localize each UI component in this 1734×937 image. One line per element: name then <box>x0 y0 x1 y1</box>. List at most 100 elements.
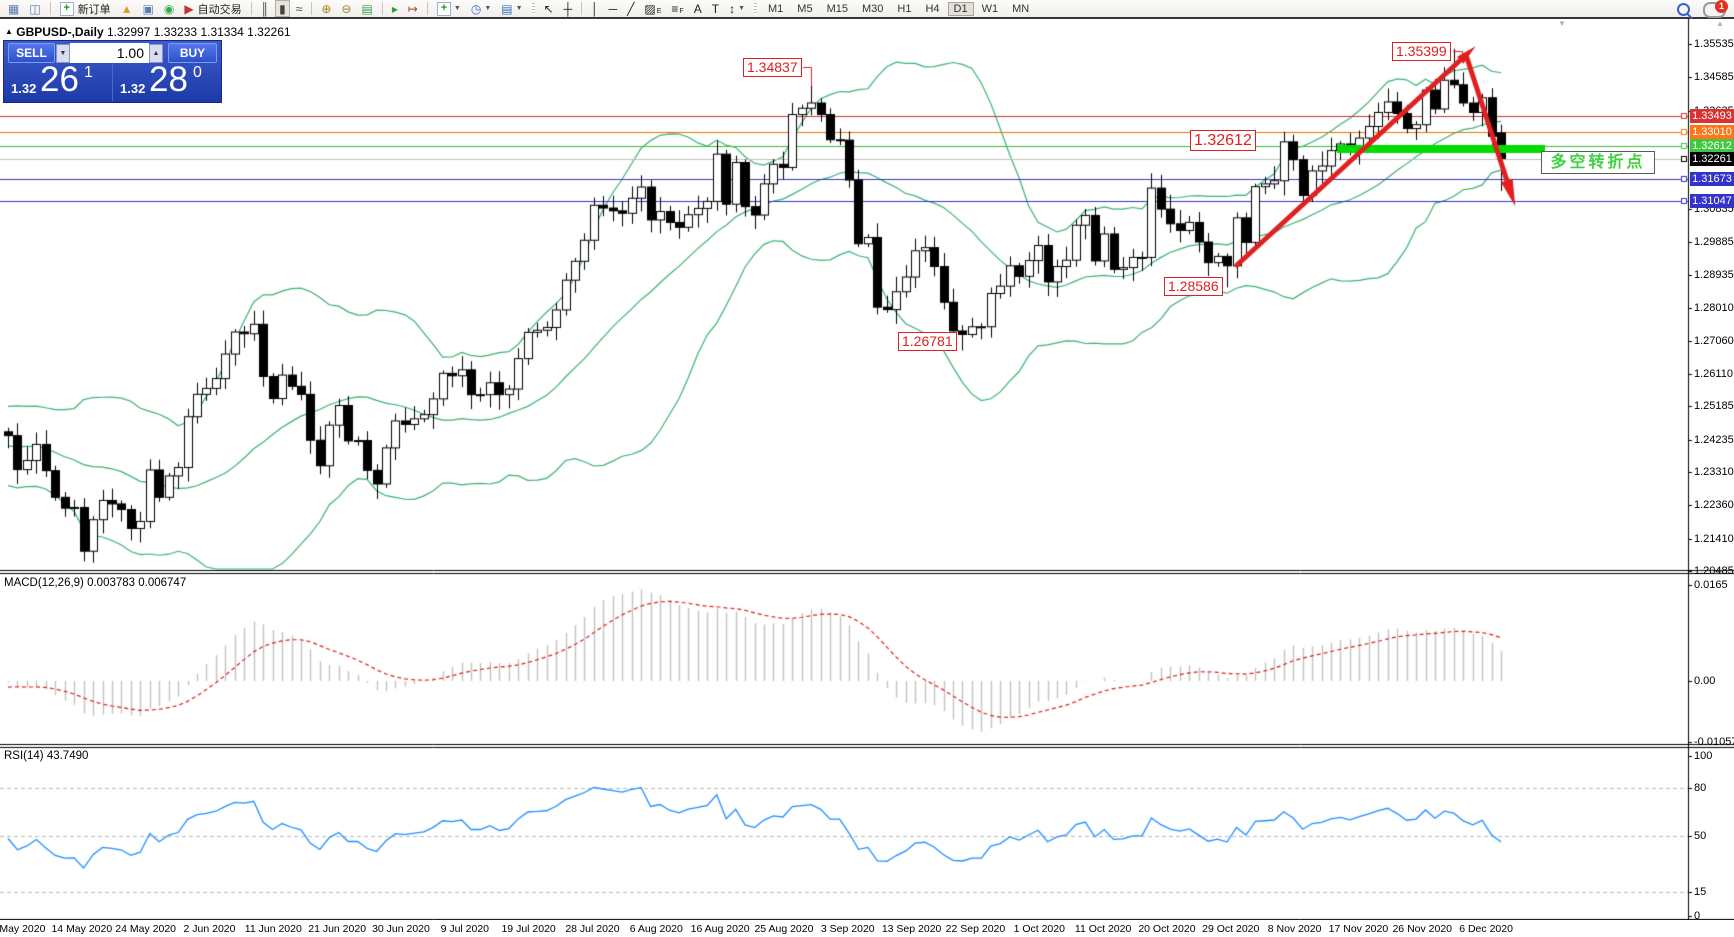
bar-high: 1.33233 <box>153 25 198 39</box>
zoom-in-icon: ⊕ <box>321 1 332 16</box>
timeframe-m30[interactable]: M30 <box>861 2 884 15</box>
autotrading-icon-label: 自动交易 <box>197 3 242 16</box>
timeframe-m5[interactable]: M5 <box>797 2 813 15</box>
candle-chart-icon[interactable]: ▮ <box>275 0 290 17</box>
chart-window-icon[interactable]: ▦ <box>4 1 23 16</box>
price-label-132612[interactable]: 1.32612 <box>1190 130 1256 151</box>
cursor-icon[interactable]: ↖ <box>540 1 558 16</box>
dropdown-arrow-icon[interactable]: ▼ <box>515 5 523 12</box>
fibonacci-icon[interactable]: ≡ F <box>667 1 687 16</box>
indicators-icon[interactable]: + ▼ <box>433 1 465 16</box>
signals-icon[interactable]: ◉ <box>160 1 178 16</box>
trendline-icon[interactable]: ╱ <box>623 1 638 16</box>
arrows-icon[interactable]: ↕ ▼ <box>725 1 749 16</box>
styler-icon[interactable]: ▲ <box>117 1 137 16</box>
date-label: 1 Oct 2020 <box>1013 923 1065 935</box>
autoscroll-icon[interactable]: ▸ <box>388 1 402 16</box>
timeframe-mn[interactable]: MN <box>1012 2 1030 15</box>
price-label-128586[interactable]: 1.28586 <box>1164 277 1223 296</box>
date-label: 13 Sep 2020 <box>881 923 942 935</box>
date-label: 14 May 2020 <box>51 923 113 935</box>
toolbar-drag-handle <box>754 2 757 15</box>
periods-icon[interactable]: ◷ ▼ <box>467 1 495 16</box>
price-label-126781[interactable]: 1.26781 <box>898 332 957 351</box>
symbol-name: GBPUSD-,Daily <box>16 25 104 39</box>
note-box-turning-point[interactable]: 多空转折点 <box>1541 151 1655 174</box>
volume-input[interactable]: 1.00 <box>70 43 149 63</box>
chat-bubble-icon[interactable]: 1 <box>1703 0 1728 18</box>
terminal-icon: ▣ <box>142 1 154 16</box>
terminal-icon[interactable]: ▣ <box>139 1 158 16</box>
zoom-out-icon[interactable]: ⊖ <box>337 1 355 16</box>
volume-stepper-down[interactable]: ▼ <box>56 44 70 63</box>
horizontal-line-icon: ─ <box>608 1 618 16</box>
channel-icon[interactable]: ▨ E <box>640 1 665 16</box>
timeframe-m1[interactable]: M1 <box>768 2 784 15</box>
price-label-134837[interactable]: 1.34837 <box>743 58 802 77</box>
buy-price[interactable]: 1.32 28 0 <box>113 60 221 101</box>
date-label: 6 Aug 2020 <box>629 923 683 935</box>
templates-icon[interactable]: ▤ ▼ <box>497 1 526 16</box>
timeframe-d1[interactable]: D1 <box>947 1 974 16</box>
sell-button[interactable]: SELL <box>8 43 55 63</box>
timeframe-w1[interactable]: W1 <box>981 2 999 15</box>
chart-shift-marker-icon: ▼ <box>1558 19 1566 28</box>
new-order-icon-label: 新订单 <box>77 3 111 16</box>
vertical-line-icon[interactable]: │ <box>587 1 603 16</box>
macd-tick-label: -0.010571 <box>1694 736 1734 748</box>
bar-close: 1.32261 <box>247 25 291 39</box>
date-label: 28 Jul 2020 <box>565 923 620 935</box>
autotrading-icon[interactable]: ▶ 自动交易 <box>180 1 245 16</box>
price-tag-1.32612[interactable]: 1.32612 <box>1690 139 1734 154</box>
dropdown-arrow-icon[interactable]: ▼ <box>738 5 745 12</box>
price-tag-1.32261[interactable]: 1.32261 <box>1690 151 1734 166</box>
rsi-tick-label: 100 <box>1694 750 1713 762</box>
bar-open: 1.32997 <box>106 25 151 39</box>
bar-chart-icon[interactable]: ║ <box>257 1 274 16</box>
rsi-tick-label: 50 <box>1694 830 1707 842</box>
line-chart-icon[interactable]: ≈ <box>292 1 307 16</box>
price-tick-label: 1.20485 <box>1694 565 1734 577</box>
buy-button[interactable]: BUY <box>168 43 217 63</box>
macd-tick-label: 0.0165 <box>1694 579 1728 592</box>
date-label: 30 Jun 2020 <box>372 923 430 935</box>
rsi-tick-label: 80 <box>1694 782 1707 794</box>
crosshair-icon[interactable]: ┼ <box>560 1 577 16</box>
horizontal-line-icon[interactable]: ─ <box>605 1 622 16</box>
search-icon[interactable] <box>1677 3 1690 16</box>
timeframe-m15[interactable]: M15 <box>826 2 848 15</box>
chart-canvas[interactable] <box>0 18 1734 920</box>
price-tag-1.31047[interactable]: 1.31047 <box>1690 194 1734 209</box>
price-label-135399[interactable]: 1.35399 <box>1392 42 1451 61</box>
profiles-icon[interactable]: ◫ <box>25 1 44 16</box>
timeframe-h1[interactable]: H1 <box>897 2 912 15</box>
macd-tick-label: 0.00 <box>1694 675 1716 687</box>
scroll-up-icon[interactable]: ▲ <box>1716 19 1724 28</box>
text-label-icon[interactable]: T <box>708 1 723 16</box>
text-icon: A <box>693 1 702 16</box>
text-icon[interactable]: A <box>690 1 706 16</box>
price-tag-1.31673[interactable]: 1.31673 <box>1690 172 1734 187</box>
price-tag-1.33010[interactable]: 1.33010 <box>1690 125 1734 140</box>
price-tick-label: 1.22360 <box>1694 499 1734 512</box>
macd-label: MACD(12,26,9) 0.003783 0.006747 <box>4 577 187 589</box>
new-order-icon[interactable]: + 新订单 <box>56 1 115 16</box>
date-label: 29 Oct 2020 <box>1202 923 1260 935</box>
dropdown-arrow-icon[interactable]: ▼ <box>484 5 492 12</box>
chart-shift-icon[interactable]: ↦ <box>404 1 422 16</box>
zoom-in-icon[interactable]: ⊕ <box>317 1 335 16</box>
volume-stepper-up[interactable]: ▲ <box>149 44 163 63</box>
sell-price[interactable]: 1.32 26 1 <box>4 60 112 101</box>
buy-price-sup: 0 <box>193 64 202 81</box>
dropdown-arrow-icon[interactable]: ▼ <box>453 5 461 12</box>
autotrading-icon: ▶ <box>184 1 194 16</box>
buy-price-small: 1.32 <box>120 81 146 96</box>
periods-icon: ◷ <box>470 1 482 16</box>
one-click-trade-panel: SELL ▼ 1.00 ▲ BUY 1.32 26 1 1.32 28 0 <box>3 40 222 103</box>
timeframe-h4[interactable]: H4 <box>925 2 940 15</box>
price-tag-1.33493[interactable]: 1.33493 <box>1690 108 1734 123</box>
tile-windows-icon[interactable]: ▤ <box>357 1 376 16</box>
buy-price-big: 28 <box>149 60 188 99</box>
date-label: 17 Nov 2020 <box>1328 923 1389 935</box>
date-label: 25 Aug 2020 <box>754 923 814 935</box>
